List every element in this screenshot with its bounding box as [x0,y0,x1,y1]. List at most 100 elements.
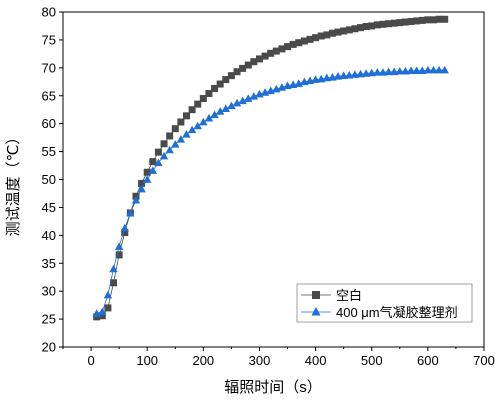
data-point-triangle [199,117,208,126]
data-point-triangle [423,65,433,74]
data-point-square [267,49,275,57]
data-point-triangle [210,110,219,119]
legend-label-aerogel: 400 μm气凝胶整理剂 [336,305,458,320]
data-point-square [390,19,398,27]
data-point-square [379,20,387,28]
data-point-triangle [193,121,202,130]
y-tick-label: 55 [42,144,56,159]
series-blank [93,15,449,321]
data-point-square [368,22,376,30]
data-point-square [104,304,112,312]
data-point-square [233,68,241,76]
data-point-triangle [378,68,388,76]
data-point-square [255,55,263,63]
data-point-square [357,24,365,32]
data-point-square [166,132,174,140]
data-point-triangle [159,151,169,160]
data-point-square [138,179,146,187]
data-point-square [194,100,202,108]
y-tick-label: 45 [42,200,56,215]
data-point-square [160,140,168,148]
x-tick-label: 100 [136,353,158,368]
data-point-square [413,17,421,25]
data-point-square [250,58,258,66]
y-tick-label: 70 [42,60,56,75]
y-tick-label: 30 [42,284,56,299]
data-point-square [121,229,129,237]
data-point-square [239,64,247,72]
data-point-triangle [367,68,376,77]
data-point-square [261,52,269,60]
data-point-square [334,28,342,36]
data-point-square [385,20,393,28]
data-point-square [312,34,320,42]
data-point-triangle [373,68,382,76]
data-point-triangle [232,98,242,107]
data-point-square [362,23,370,31]
legend-box [296,283,473,323]
y-tick-label: 60 [42,116,56,131]
data-point-triangle [227,101,236,110]
data-point-triangle [322,73,332,82]
data-point-square [401,18,409,26]
data-point-triangle [126,208,135,217]
data-point-triangle [401,66,410,75]
data-point-triangle [356,69,365,78]
y-tick-label: 50 [42,172,56,187]
data-point-square [98,312,106,320]
y-axis-ticks: 20 25 30 35 40 45 50 55 60 65 70 75 80 [42,5,63,355]
data-point-triangle [131,195,141,204]
data-point-square [199,95,207,103]
data-point-triangle [120,223,129,232]
data-point-triangle [333,72,343,80]
data-point-triangle [418,66,427,74]
data-point-triangle [165,145,174,154]
data-point-square [435,15,443,23]
data-point-triangle [182,130,191,138]
data-point-square [171,125,179,133]
data-point-triangle [154,158,163,167]
data-point-triangle [148,166,158,174]
x-tick-label: 0 [87,353,94,368]
data-point-triangle [187,125,197,134]
x-tick-label: 300 [249,353,271,368]
data-point-triangle [412,66,421,74]
data-point-triangle [176,135,186,143]
data-point-square [306,35,314,43]
y-tick-label: 80 [42,5,56,20]
legend-marker-blank [312,291,320,299]
x-axis-ticks: 0 100 200 300 400 500 600 700 [62,347,495,368]
data-point-square [143,168,151,176]
data-point-square [323,31,331,39]
data-point-triangle [98,307,107,316]
data-point-square [373,21,381,29]
data-point-square [177,118,185,126]
data-point-square [149,158,157,166]
data-point-square [340,27,348,35]
series-aerogel [92,65,449,317]
data-point-square [244,61,252,69]
data-point-square [351,25,359,33]
data-point-square [424,16,432,24]
data-point-square [115,251,123,259]
data-point-triangle [109,264,118,273]
x-tick-label: 500 [361,353,383,368]
data-point-square [272,47,280,55]
data-point-triangle [345,70,354,79]
data-point-triangle [395,66,404,75]
data-point-square [407,17,415,25]
data-point-triangle [339,71,348,80]
data-point-square [441,15,449,23]
x-tick-label: 400 [305,353,327,368]
y-tick-label: 65 [42,88,56,103]
data-point-square [429,16,437,24]
data-point-triangle [215,107,225,115]
data-point-triangle [384,67,393,76]
x-tick-label: 600 [417,353,439,368]
y-axis-label: 测试温度（℃） [5,130,22,237]
y-tick-label: 40 [42,228,56,243]
data-point-square [418,16,426,24]
data-point-square [278,45,286,53]
